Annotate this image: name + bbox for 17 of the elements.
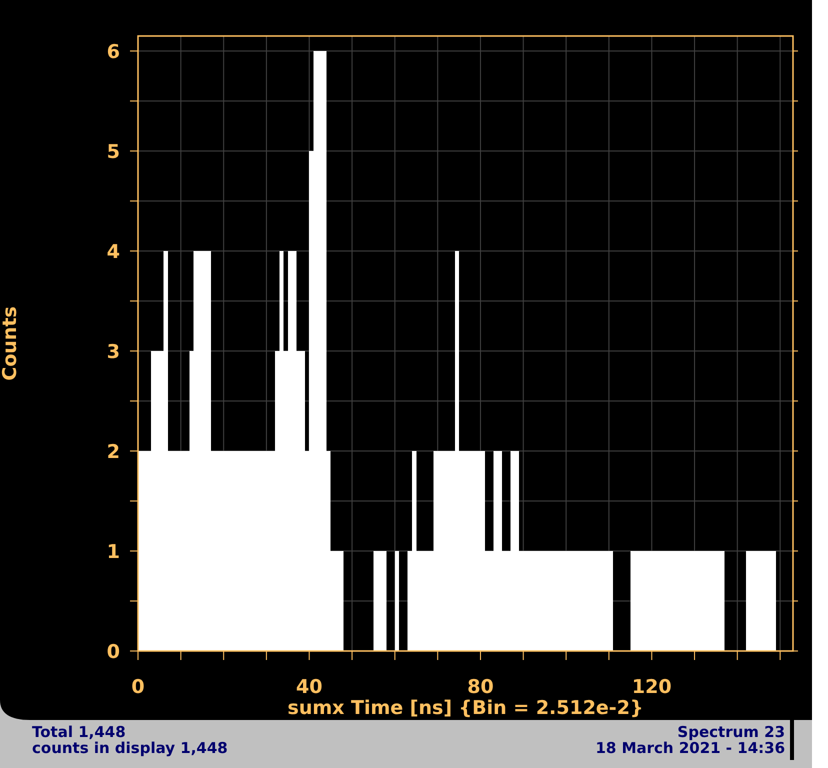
x-tick-label: 80	[467, 676, 494, 698]
text: Total 1,448	[32, 723, 126, 741]
x-axis-title: sumx Time [ns] {Bin = 2.512e-2}	[288, 697, 644, 719]
y-tick-label: 1	[106, 541, 120, 563]
x-tick-label: 120	[632, 676, 672, 698]
y-tick-label: 0	[106, 641, 120, 663]
text: counts in display 1,448	[32, 739, 228, 757]
y-tick-label: 2	[106, 441, 120, 463]
text: 18 March 2021 - 14:36	[596, 739, 785, 757]
text: Spectrum 23	[677, 723, 785, 741]
y-tick-label: 4	[106, 241, 120, 263]
y-axis-title: Counts	[0, 306, 21, 381]
y-tick-label: 5	[106, 141, 120, 163]
y-tick-label: 3	[106, 341, 120, 363]
y-tick-label: 6	[106, 41, 120, 63]
x-tick-label: 0	[131, 676, 145, 698]
x-tick-label: 40	[296, 676, 322, 698]
